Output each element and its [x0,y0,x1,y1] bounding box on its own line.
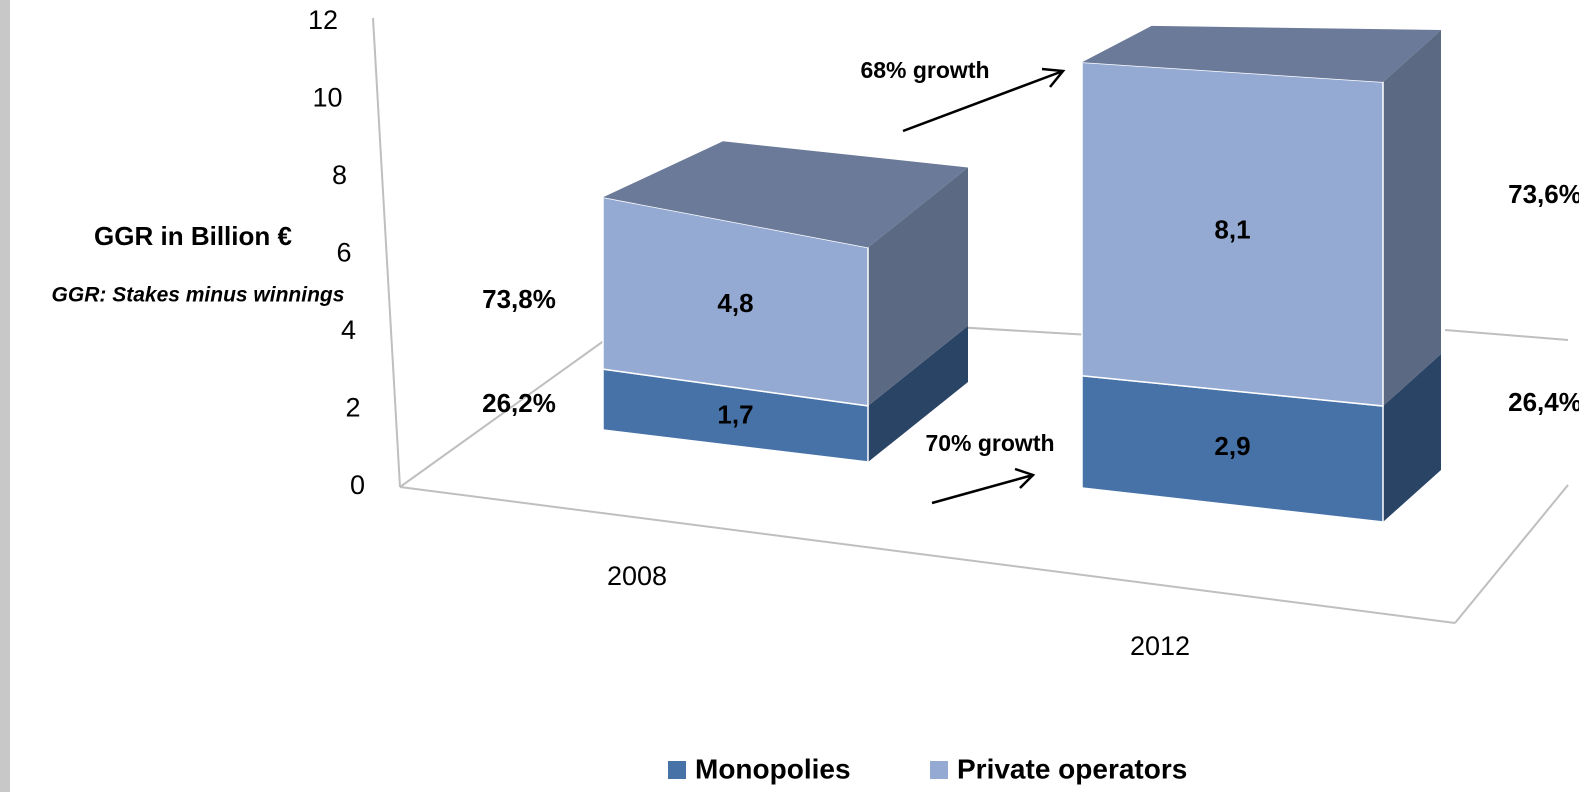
floor-front [399,486,1456,624]
annotation: 68% growth [860,57,989,83]
floor-left [399,339,606,488]
legend-label: Monopolies [695,753,851,784]
y-tick-label: 10 [312,83,342,113]
bar-side [1383,30,1441,406]
bar-side [868,325,968,462]
arrow-head [1041,67,1066,88]
arrow [931,473,1034,505]
y-axis-subtitle: GGR: Stakes minus winnings [52,284,345,307]
legend-swatch [668,761,686,779]
annotation: 70% growth [925,430,1054,456]
floor-back [1444,329,1569,341]
y-tick-label: 2 [345,393,360,423]
legend-label: Private operators [957,753,1187,784]
bar-side [1383,354,1441,522]
value-label: 8,1 [1214,214,1250,244]
x-tick-label: 2008 [607,561,667,591]
value-label: 4,8 [717,288,753,318]
share-label: 73,6% [1508,179,1579,209]
annotation-68: 68% growth [860,57,1066,133]
y-tick-label: 0 [350,470,365,500]
y-axis [372,17,401,488]
bar-top [603,141,968,248]
arrow [902,69,1064,133]
y-tick-label: 4 [341,315,356,345]
floor-right [1454,484,1569,624]
y-tick-label: 6 [336,238,351,268]
x-tick-label: 2012 [1130,631,1190,661]
bar-top [1082,25,1441,82]
bar [602,141,968,407]
bar [1081,25,1441,407]
annotation-70: 70% growth [925,430,1055,505]
share-label: 26,4% [1508,387,1579,417]
axes-frame [372,17,1569,624]
arrow-head [1014,467,1036,489]
share-label: 73,8% [482,284,556,314]
side-strip [0,0,10,792]
y-axis-title: GGR in Billion € [94,221,292,251]
share-label: 26,2% [482,388,556,418]
legend-swatch [930,761,948,779]
bar-side [868,167,968,406]
y-tick-label: 12 [308,5,338,35]
bar [1081,354,1441,523]
y-tick-label: 8 [332,160,347,190]
value-label: 2,9 [1214,431,1250,461]
value-label: 1,7 [717,400,753,430]
